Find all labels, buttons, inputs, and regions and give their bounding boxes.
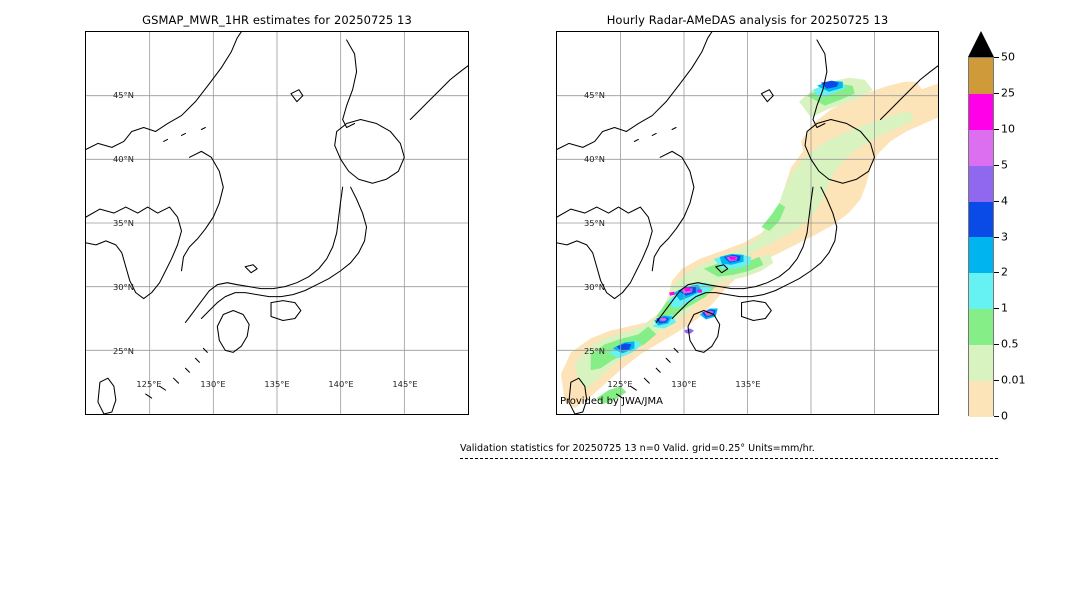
- colorbar-segment-0.5-1: [969, 309, 993, 346]
- gsmap-gridlines: [86, 32, 468, 414]
- colorbar-tick-25: [994, 92, 999, 94]
- colorbar-segment-2-3: [969, 237, 993, 274]
- colorbar-segment-1-2: [969, 273, 993, 310]
- gsmap-xtick-135: 135°E: [264, 379, 290, 389]
- gsmap-coastlines: [86, 32, 468, 414]
- radar-amedas-coastlines: [557, 32, 938, 414]
- colorbar-tick-5: [994, 164, 999, 166]
- colorbar-label-0.5: 0.5: [1001, 337, 1019, 351]
- radar-xtick-130: 130°E: [671, 379, 697, 389]
- colorbar-gradient: [968, 57, 994, 417]
- colorbar-tick-2: [994, 272, 999, 274]
- colorbar-label-50: 50: [1001, 50, 1015, 64]
- gsmap-ytick-25: 25°N: [113, 346, 134, 356]
- gsmap-ytick-35: 35°N: [113, 218, 134, 228]
- radar-ytick-25: 25°N: [584, 346, 605, 356]
- radar-amedas-gridlines: [557, 32, 938, 414]
- colorbar[interactable]: 50 25 10 5 4 3 2 1 0.5 0.01 0: [968, 31, 1028, 423]
- colorbar-label-2: 2: [1001, 265, 1008, 279]
- colorbar-segment-10-25: [969, 93, 993, 130]
- colorbar-label-0.01: 0.01: [1001, 373, 1026, 387]
- left-panel-title: GSMAP_MWR_1HR estimates for 20250725 13: [142, 13, 412, 27]
- validation-statistics-text: Validation statistics for 20250725 13 n=…: [460, 443, 815, 454]
- colorbar-segment-25-50: [969, 58, 993, 94]
- colorbar-label-4: 4: [1001, 194, 1008, 208]
- colorbar-tick-4: [994, 200, 999, 202]
- colorbar-max-arrow: [968, 31, 994, 57]
- gsmap-xtick-145: 145°E: [392, 379, 418, 389]
- gsmap-xtick-125: 125°E: [136, 379, 162, 389]
- precipitation-field: [560, 77, 938, 409]
- radar-xtick-135: 135°E: [735, 379, 761, 389]
- radar-ytick-35: 35°N: [584, 218, 605, 228]
- colorbar-label-5: 5: [1001, 158, 1008, 172]
- colorbar-tick-3: [994, 236, 999, 238]
- colorbar-tick-0: [994, 416, 999, 417]
- colorbar-segment-3-4: [969, 201, 993, 238]
- colorbar-label-3: 3: [1001, 230, 1008, 243]
- colorbar-label-10: 10: [1001, 122, 1015, 136]
- radar-ytick-40: 40°N: [584, 154, 605, 164]
- gsmap-ytick-45: 45°N: [113, 90, 134, 100]
- colorbar-tick-50: [994, 57, 999, 58]
- colorbar-tick-10: [994, 128, 999, 130]
- gsmap-map-frame[interactable]: [85, 31, 469, 415]
- data-provider-credit: Provided by JWA/JMA: [560, 396, 663, 407]
- radar-xtick-125: 125°E: [607, 379, 633, 389]
- colorbar-segment-0.01-0.5: [969, 345, 993, 382]
- radar-ytick-45: 45°N: [584, 90, 605, 100]
- colorbar-label-25: 25: [1001, 86, 1015, 100]
- gsmap-xtick-140: 140°E: [328, 379, 354, 389]
- colorbar-label-0: 0: [1001, 409, 1008, 423]
- radar-ytick-30: 30°N: [584, 282, 605, 292]
- gsmap-ytick-30: 30°N: [113, 282, 134, 292]
- right-panel-title: Hourly Radar-AMeDAS analysis for 2025072…: [606, 13, 889, 27]
- radar-amedas-map-canvas: [557, 32, 938, 414]
- radar-amedas-map-frame[interactable]: [556, 31, 939, 415]
- colorbar-tick-0.01: [994, 380, 999, 382]
- colorbar-segment-4-5: [969, 165, 993, 202]
- footer-dashed-rule: [460, 458, 998, 459]
- colorbar-label-1: 1: [1001, 301, 1008, 315]
- gsmap-map-canvas: [86, 32, 468, 414]
- colorbar-segment-5-10: [969, 129, 993, 166]
- gsmap-xtick-130: 130°E: [200, 379, 226, 389]
- gsmap-ytick-40: 40°N: [113, 154, 134, 164]
- colorbar-segment-0-0.01: [969, 381, 993, 417]
- colorbar-tick-0.5: [994, 344, 999, 346]
- colorbar-tick-1: [994, 308, 999, 310]
